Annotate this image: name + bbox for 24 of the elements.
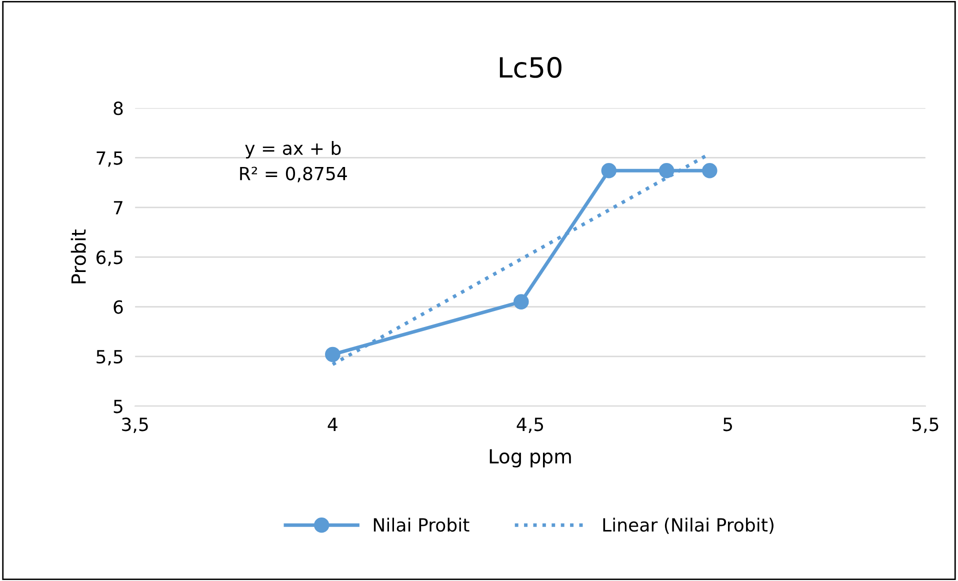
y-tick-label: 5,5: [96, 350, 122, 366]
point: [702, 163, 718, 178]
point: [514, 294, 529, 310]
x-tick-label: 5,5: [912, 418, 938, 434]
x-tick-label: 3,5: [122, 418, 148, 434]
annotation: y = ax + b: [245, 141, 341, 159]
y-tick-label: 5: [114, 400, 122, 414]
annotation: R² = 0,8754: [240, 166, 347, 182]
y-tick-label: 6,5: [96, 250, 122, 266]
point: [325, 346, 340, 362]
x-tick-label: 4,5: [516, 418, 544, 434]
legend-label: Linear (Nilai Probit): [603, 518, 774, 534]
y-tick-label: 6: [114, 300, 123, 314]
chart-title: Lc50: [500, 56, 562, 78]
x-tick-label: 4: [328, 418, 338, 431]
y-axis-title: Probit: [70, 229, 86, 284]
point: [658, 163, 674, 178]
x-axis-title: Log ppm: [490, 449, 571, 468]
y-tick-label: 7: [114, 201, 122, 214]
legend-label: Nilai Probit: [374, 518, 470, 532]
y-tick-label: 7,5: [96, 151, 122, 167]
point: [601, 163, 617, 178]
x-tick-label: 5: [723, 418, 732, 432]
y-tick-label: 8: [114, 102, 123, 116]
